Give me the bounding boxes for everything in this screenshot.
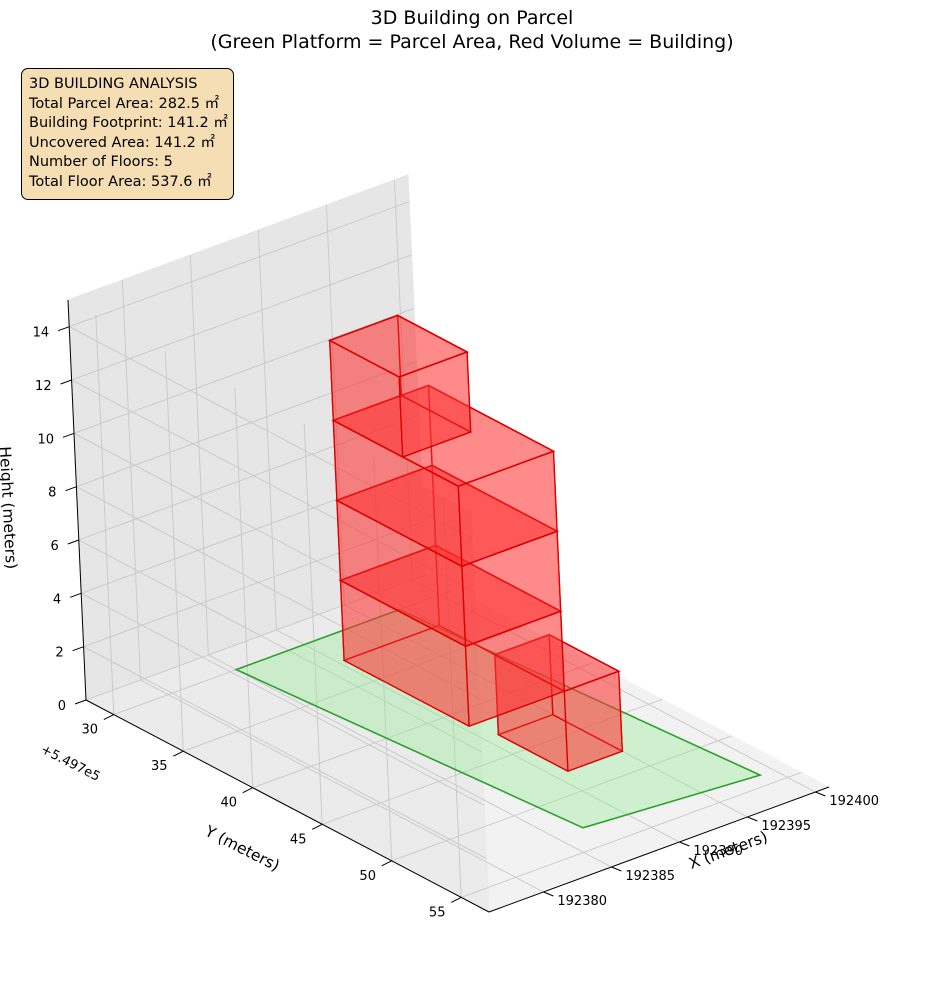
y-tick-mark — [381, 860, 392, 867]
grid-line-x — [344, 604, 748, 818]
grid-line-x — [140, 679, 544, 893]
z-tick-label: 0 — [58, 699, 66, 714]
grid-line-z — [71, 379, 475, 593]
y-tick-label: 40 — [221, 796, 238, 811]
z-tick-label: 8 — [48, 486, 56, 501]
grid-line-y — [322, 698, 663, 825]
y-offset-label: +5.497e5 — [38, 742, 102, 785]
grid-line-z — [76, 486, 480, 700]
grid-line-y — [391, 735, 732, 862]
grid-lines — [68, 179, 816, 913]
z-tick-mark — [74, 699, 87, 705]
grid-line-y — [461, 771, 802, 898]
y-tick-mark — [450, 896, 462, 903]
grid-line-x — [121, 279, 141, 681]
grid-line-y — [252, 662, 593, 789]
grid-line-x — [276, 629, 680, 843]
grid-line-z — [83, 521, 424, 648]
grid-line-y — [373, 460, 393, 861]
x-tick-mark — [611, 866, 622, 872]
z-tick-mark — [70, 592, 82, 598]
axis-lines — [67, 299, 830, 913]
grid-line-y — [183, 625, 524, 752]
x-tick-label: 192380 — [557, 894, 607, 909]
z-tick-label: 12 — [35, 379, 52, 394]
x-tick-mark — [543, 891, 554, 897]
grid-line-x — [325, 204, 345, 606]
grid-line-y — [164, 351, 184, 752]
grid-line-y — [95, 314, 115, 715]
info-line-footprint: Building Footprint: 141.2 ㎡ — [29, 115, 228, 132]
x-axis-line — [488, 786, 830, 913]
x-tick-mark — [679, 841, 690, 847]
floor-5-top — [327, 314, 470, 378]
grid-line-x — [412, 579, 816, 793]
grid-line-z — [83, 646, 487, 860]
z-tick-mark — [58, 326, 70, 332]
z-tick-mark — [62, 432, 75, 438]
info-line-floors: Number of Floors: 5 — [29, 154, 173, 171]
grid-line-z — [73, 307, 415, 434]
x-tick-mark — [747, 816, 758, 822]
grid-line-x — [393, 179, 413, 581]
z-tick-label: 2 — [55, 646, 63, 661]
z-tick-label: 10 — [37, 432, 54, 447]
grid-line-z — [78, 539, 483, 753]
info-line-uncovered: Uncovered Area: 141.2 ㎡ — [29, 134, 216, 151]
x-tick-label: 192385 — [625, 869, 675, 884]
grid-line-z — [69, 201, 410, 328]
info-box: 3D BUILDING ANALYSIS Total Parcel Area: … — [21, 68, 234, 200]
grid-line-x — [189, 254, 209, 656]
z-tick-mark — [65, 486, 77, 492]
axis-panes — [67, 174, 831, 913]
z-axis-line — [67, 299, 87, 701]
y-tick-label: 35 — [151, 759, 168, 774]
z-tick-mark — [72, 646, 84, 652]
info-line-parcel-area: Total Parcel Area: 282.5 ㎡ — [29, 95, 220, 112]
y-tick-label: 45 — [290, 832, 307, 847]
z-tick-label: 14 — [33, 326, 50, 341]
y-tick-mark — [103, 714, 115, 721]
grid-line-z — [73, 432, 478, 646]
grid-line-x — [208, 654, 612, 868]
chart-title-line1: 3D Building on Parcel — [370, 7, 574, 29]
grid-line-y — [303, 424, 323, 825]
x-tick-label: 192390 — [693, 844, 743, 859]
grid-line-y — [442, 497, 462, 898]
y-tick-mark — [311, 823, 323, 830]
info-line-heading: 3D BUILDING ANALYSIS — [29, 76, 198, 92]
chart-title: 3D Building on Parcel (Green Platform = … — [0, 6, 944, 54]
x-tick-label: 192400 — [829, 794, 879, 809]
z-tick-label: 6 — [51, 539, 59, 554]
chart-title-line2: (Green Platform = Parcel Area, Red Volum… — [210, 31, 734, 53]
y-tick-mark — [173, 750, 184, 757]
y-tick-mark — [242, 787, 254, 794]
x-tick-mark — [815, 791, 826, 797]
grid-line-z — [81, 467, 422, 594]
info-line-floor-area: Total Floor Area: 537.6 ㎡ — [29, 173, 212, 190]
y-tick-label: 55 — [429, 905, 446, 920]
z-tick-label: 4 — [53, 592, 61, 607]
x-tick-label: 192395 — [761, 819, 811, 834]
y-axis-line — [85, 699, 490, 913]
scene-objects — [234, 314, 763, 829]
z-axis-title: Height (meters) — [0, 446, 20, 570]
grid-line-z — [71, 254, 412, 381]
y-tick-label: 50 — [359, 869, 376, 884]
grid-line-z — [68, 326, 473, 540]
z-tick-mark — [67, 539, 79, 545]
y-tick-label: 30 — [82, 723, 99, 738]
z-tick-mark — [60, 379, 72, 385]
y-axis-title: Y (meters) — [201, 822, 282, 875]
grid-line-z — [76, 361, 417, 488]
grid-line-x — [257, 229, 277, 631]
grid-line-z — [80, 592, 485, 806]
